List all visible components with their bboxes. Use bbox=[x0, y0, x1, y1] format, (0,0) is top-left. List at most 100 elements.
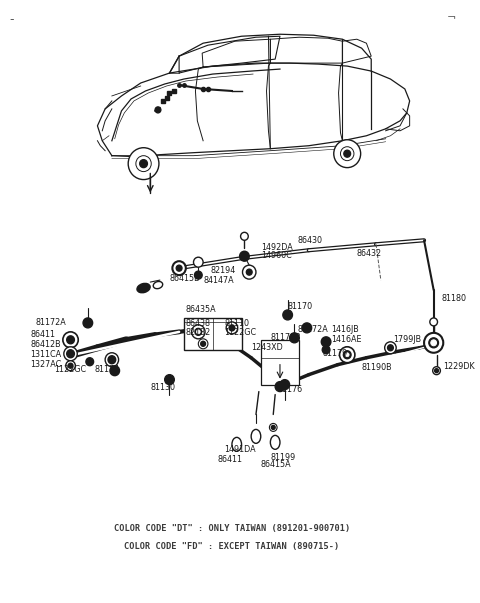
Circle shape bbox=[429, 338, 438, 348]
Text: 1122GC: 1122GC bbox=[224, 329, 256, 337]
Text: 81110: 81110 bbox=[224, 320, 249, 329]
Text: 1311CA: 1311CA bbox=[30, 350, 61, 359]
Circle shape bbox=[193, 257, 203, 267]
Text: 86411: 86411 bbox=[30, 330, 55, 339]
Text: 81178B: 81178B bbox=[270, 333, 301, 343]
Circle shape bbox=[229, 325, 235, 331]
Circle shape bbox=[86, 358, 94, 365]
Text: 1416JB: 1416JB bbox=[331, 326, 359, 335]
Circle shape bbox=[384, 342, 396, 354]
Circle shape bbox=[195, 329, 202, 335]
Circle shape bbox=[140, 160, 147, 168]
Circle shape bbox=[64, 347, 77, 361]
Text: 81179: 81179 bbox=[322, 349, 348, 358]
Circle shape bbox=[387, 345, 393, 351]
Text: COLOR CODE "DT" : ONLY TAIWAN (891201-900701): COLOR CODE "DT" : ONLY TAIWAN (891201-90… bbox=[114, 525, 350, 534]
Circle shape bbox=[105, 353, 119, 367]
Circle shape bbox=[321, 337, 331, 347]
Text: 86412B: 86412B bbox=[30, 340, 61, 349]
Text: 1243XD: 1243XD bbox=[251, 343, 283, 352]
Circle shape bbox=[334, 140, 360, 168]
Circle shape bbox=[269, 423, 277, 431]
Text: 81180: 81180 bbox=[441, 294, 467, 303]
Circle shape bbox=[432, 367, 440, 374]
Ellipse shape bbox=[232, 437, 241, 451]
Circle shape bbox=[424, 333, 443, 353]
Circle shape bbox=[198, 339, 208, 349]
Text: 86411: 86411 bbox=[217, 455, 242, 464]
Circle shape bbox=[430, 318, 437, 326]
Text: 81130: 81130 bbox=[150, 383, 175, 392]
Text: 1492DA: 1492DA bbox=[261, 243, 292, 251]
Text: 81199: 81199 bbox=[270, 453, 296, 462]
Circle shape bbox=[66, 361, 75, 371]
Text: 1122GC: 1122GC bbox=[54, 365, 86, 374]
Text: 86415B: 86415B bbox=[169, 274, 200, 283]
Circle shape bbox=[322, 346, 330, 354]
Text: 84147A: 84147A bbox=[203, 276, 234, 285]
Text: 82194: 82194 bbox=[211, 266, 236, 274]
Circle shape bbox=[63, 332, 78, 348]
Bar bbox=[184, 318, 241, 350]
Circle shape bbox=[110, 365, 120, 376]
Ellipse shape bbox=[153, 282, 163, 289]
Text: 86430: 86430 bbox=[297, 236, 322, 245]
Circle shape bbox=[280, 380, 289, 390]
Text: 86435A: 86435A bbox=[186, 306, 216, 314]
Circle shape bbox=[201, 341, 205, 346]
Text: 86415A: 86415A bbox=[261, 459, 291, 469]
Circle shape bbox=[67, 336, 74, 344]
Circle shape bbox=[339, 347, 355, 363]
Circle shape bbox=[83, 318, 93, 328]
Text: 1229DK: 1229DK bbox=[443, 362, 475, 371]
Circle shape bbox=[434, 368, 438, 373]
Circle shape bbox=[172, 261, 186, 275]
Circle shape bbox=[226, 322, 238, 334]
Text: ¬: ¬ bbox=[447, 13, 456, 24]
Circle shape bbox=[302, 323, 312, 333]
Text: 81176: 81176 bbox=[277, 385, 302, 394]
Circle shape bbox=[344, 150, 350, 157]
Text: 1799JB: 1799JB bbox=[393, 335, 421, 344]
Circle shape bbox=[289, 333, 299, 343]
Ellipse shape bbox=[270, 435, 280, 449]
Circle shape bbox=[165, 374, 174, 385]
Circle shape bbox=[343, 351, 351, 359]
Circle shape bbox=[136, 156, 151, 172]
Text: 81172A: 81172A bbox=[297, 326, 328, 335]
Circle shape bbox=[345, 353, 349, 357]
Bar bbox=[261, 340, 299, 385]
Text: 14960C: 14960C bbox=[261, 251, 291, 260]
Circle shape bbox=[67, 350, 74, 358]
Ellipse shape bbox=[137, 283, 150, 292]
Circle shape bbox=[240, 251, 249, 261]
Text: 1327AC: 1327AC bbox=[30, 360, 61, 369]
Circle shape bbox=[275, 382, 285, 391]
Circle shape bbox=[192, 325, 205, 339]
Text: 1491DA: 1491DA bbox=[224, 445, 255, 454]
Text: 81174: 81174 bbox=[95, 365, 120, 374]
Circle shape bbox=[155, 107, 161, 113]
Circle shape bbox=[431, 340, 436, 346]
Circle shape bbox=[108, 356, 116, 364]
Text: 1416AE: 1416AE bbox=[331, 335, 361, 344]
Circle shape bbox=[68, 363, 73, 368]
Ellipse shape bbox=[251, 429, 261, 443]
Text: -: - bbox=[9, 13, 13, 27]
Circle shape bbox=[283, 310, 292, 320]
Circle shape bbox=[246, 269, 252, 275]
Text: 81170: 81170 bbox=[288, 303, 313, 312]
Circle shape bbox=[128, 148, 159, 180]
Text: 81190B: 81190B bbox=[361, 363, 392, 372]
Text: COLOR CODE "FD" : EXCEPT TAIWAN (890715-): COLOR CODE "FD" : EXCEPT TAIWAN (890715-… bbox=[124, 542, 339, 551]
Circle shape bbox=[271, 426, 275, 429]
Circle shape bbox=[240, 232, 248, 240]
Circle shape bbox=[242, 265, 256, 279]
Circle shape bbox=[340, 147, 354, 160]
Text: 82132: 82132 bbox=[186, 329, 211, 337]
Circle shape bbox=[196, 330, 200, 334]
Circle shape bbox=[176, 265, 182, 271]
Circle shape bbox=[194, 271, 202, 279]
Text: 86432: 86432 bbox=[357, 248, 382, 257]
Text: 86438: 86438 bbox=[186, 320, 211, 329]
